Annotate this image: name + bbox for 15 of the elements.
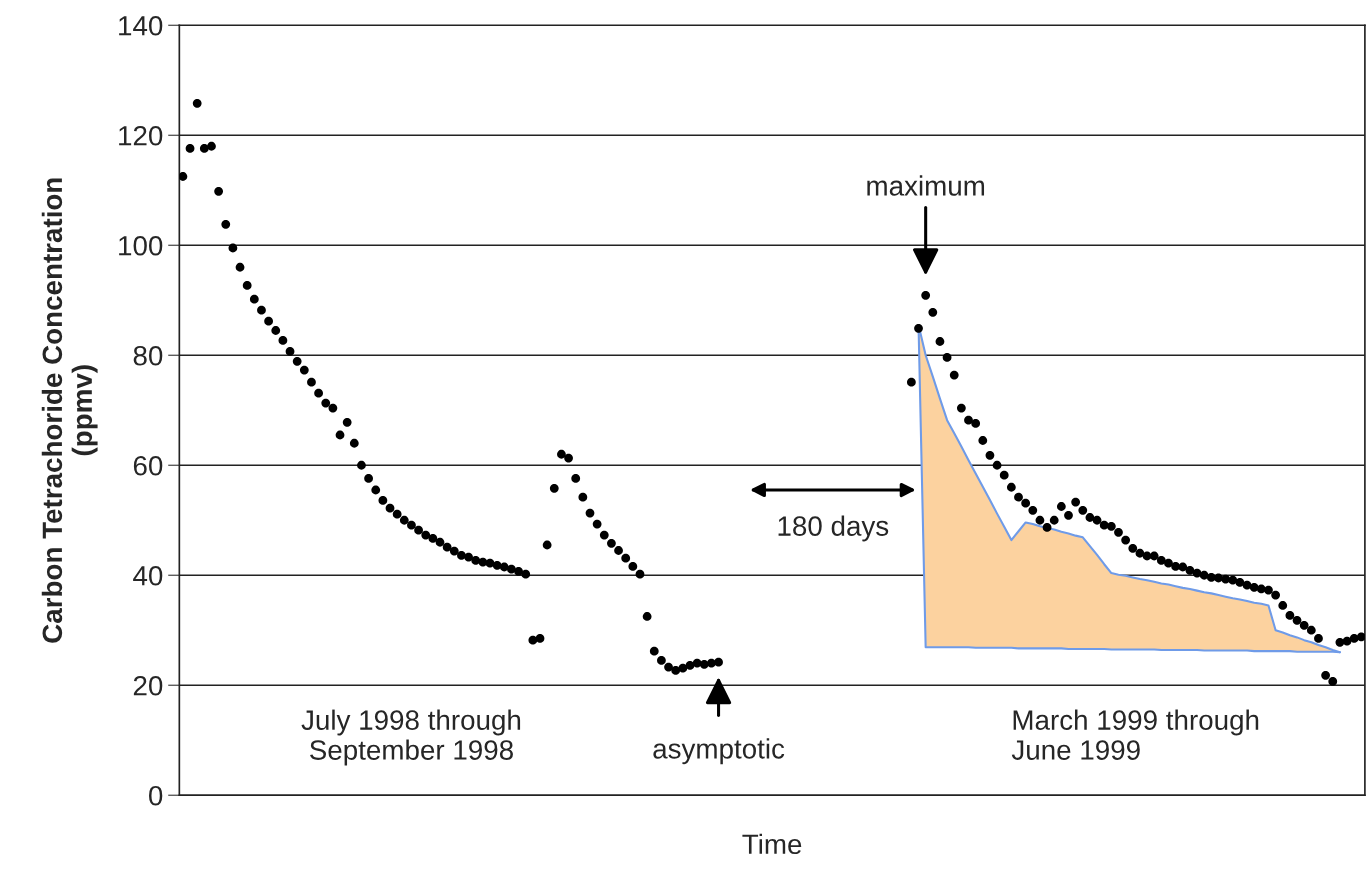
y-tick-label: 0 — [149, 785, 163, 806]
y-tick-label: 140 — [119, 15, 163, 36]
y-tick-label: 40 — [133, 565, 163, 586]
annotation: July 1998 through September 1998 — [301, 709, 521, 766]
y-tick-label: 60 — [133, 455, 163, 476]
y-axis-title: Carbon Tetrachoride Concentration (ppmv) — [41, 178, 98, 643]
annotation: maximum — [867, 175, 985, 196]
y-tick-label: 100 — [119, 235, 163, 256]
annotation: March 1999 through June 1999 — [1011, 709, 1259, 760]
x-axis-title: Time — [742, 833, 802, 855]
y-tick-label: 20 — [133, 675, 163, 696]
annotation: asymptotic — [653, 738, 785, 765]
y-tick-label: 120 — [119, 125, 163, 146]
annotation: 180 days — [778, 515, 889, 542]
y-tick-label: 80 — [133, 345, 163, 366]
